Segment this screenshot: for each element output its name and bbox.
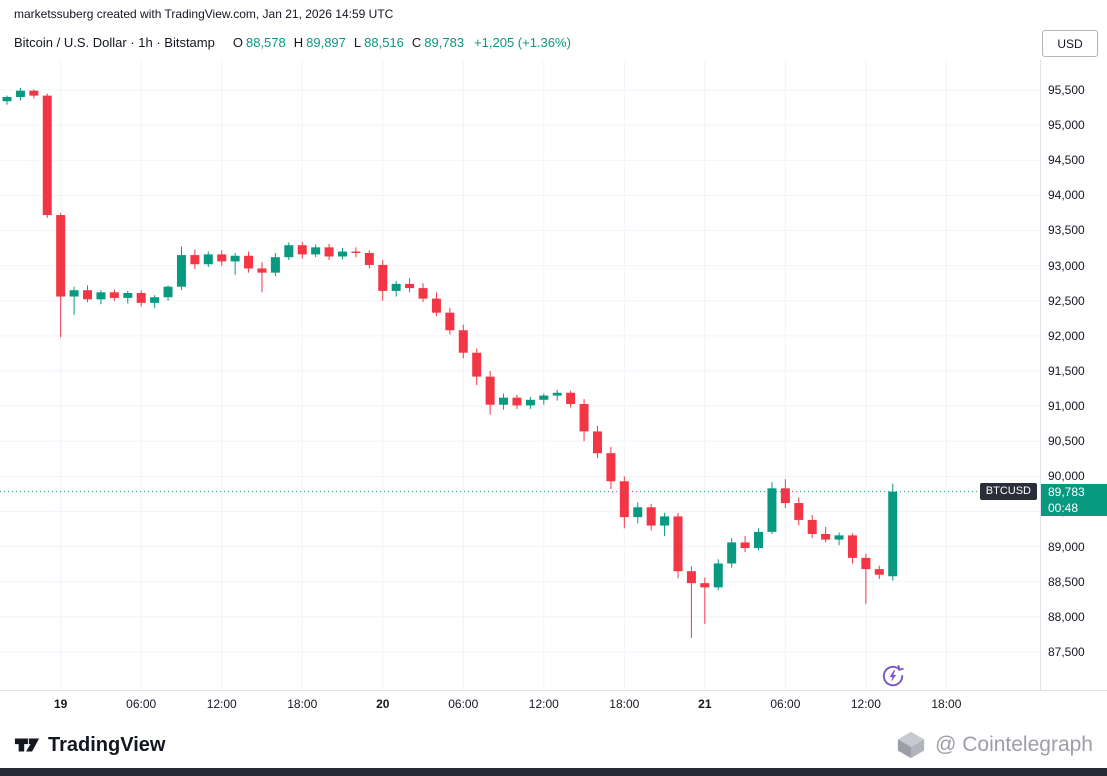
time-axis-label: 06:00	[448, 697, 479, 711]
candles-group	[2, 87, 898, 638]
price-axis-label: 93,000	[1048, 258, 1085, 273]
close-value: 89,783	[424, 35, 465, 50]
tradingview-logo[interactable]: TradingView	[14, 732, 165, 758]
time-axis-label: 18:00	[287, 697, 318, 711]
high-label: H	[293, 35, 304, 50]
price-axis-label: 92,500	[1048, 293, 1085, 308]
price-change: +1,205 (+1.36%)	[474, 35, 571, 50]
time-axis-label: 12:00	[206, 697, 237, 711]
price-axis-label: 92,000	[1048, 328, 1085, 343]
time-axis-label: 18:00	[609, 697, 640, 711]
price-axis-label: 87,500	[1048, 644, 1085, 659]
last-price-badge: 89,783 00:48	[1041, 483, 1107, 516]
bar-countdown: 00:48	[1048, 500, 1079, 515]
high-value: 89,897	[306, 35, 346, 50]
chart-area[interactable]: BTCUSD	[0, 60, 1040, 690]
low-value: 88,516	[364, 35, 404, 50]
symbol-price-tag: BTCUSD	[979, 482, 1037, 500]
price-axis-label: 93,500	[1048, 223, 1085, 238]
event-lightning-icon[interactable]	[880, 663, 906, 689]
cointelegraph-text: @ Cointelegraph	[935, 733, 1093, 756]
attribution-text: marketssuberg created with TradingView.c…	[14, 7, 394, 21]
price-axis-label: 91,500	[1048, 363, 1085, 378]
price-axis-label: 90,500	[1048, 434, 1085, 449]
price-axis-label: 88,000	[1048, 609, 1085, 624]
bottom-bar	[0, 768, 1107, 776]
time-axis-label: 21	[698, 697, 712, 711]
cointelegraph-watermark: @ Cointelegraph	[896, 730, 1093, 760]
price-axis-label: 88,500	[1048, 574, 1085, 589]
price-axis-label: 94,000	[1048, 188, 1085, 203]
footer: TradingView @ Cointelegraph	[0, 722, 1107, 768]
tradingview-logo-icon	[14, 738, 40, 752]
candlestick-plot[interactable]	[0, 60, 1040, 690]
open-label: O	[232, 35, 243, 50]
low-label: L	[353, 35, 362, 50]
time-axis-label: 06:00	[770, 697, 801, 711]
price-axis[interactable]: 89,783 00:48 95,500 95,000 94,500 94,000 93,…	[1040, 60, 1107, 690]
price-axis-label: 91,000	[1048, 399, 1085, 414]
time-axis-label: 06:00	[126, 697, 157, 711]
currency-toggle-button[interactable]: USD	[1042, 30, 1098, 57]
close-label: C	[411, 35, 422, 50]
price-axis-label: 89,000	[1048, 539, 1085, 554]
cointelegraph-logo-icon	[897, 731, 925, 759]
time-axis-label: 12:00	[528, 697, 559, 711]
time-axis[interactable]: 19 06:00 12:00 18:00 20 06:00 12:00 18:00 21 06:0…	[0, 690, 1107, 719]
ohlc-values: O 88,578 H 89,897 L 88,516 C 89,783	[225, 35, 464, 50]
time-axis-label: 19	[53, 697, 68, 711]
tradingview-logo-text: TradingView	[48, 733, 166, 756]
gridlines	[0, 60, 1040, 690]
open-value: 88,578	[245, 35, 286, 50]
price-axis-label: 90,000	[1048, 469, 1085, 484]
price-axis-label: 94,500	[1048, 153, 1085, 168]
time-axis-label: 12:00	[850, 697, 881, 711]
symbol-title[interactable]: Bitcoin / U.S. Dollar · 1h · Bitstamp	[14, 35, 215, 50]
time-axis-label: 18:00	[931, 697, 962, 711]
time-axis-label: 20	[376, 697, 390, 711]
price-axis-label: 95,500	[1048, 82, 1085, 97]
last-price-value: 89,783	[1048, 484, 1085, 499]
price-axis-label: 95,000	[1048, 118, 1085, 133]
